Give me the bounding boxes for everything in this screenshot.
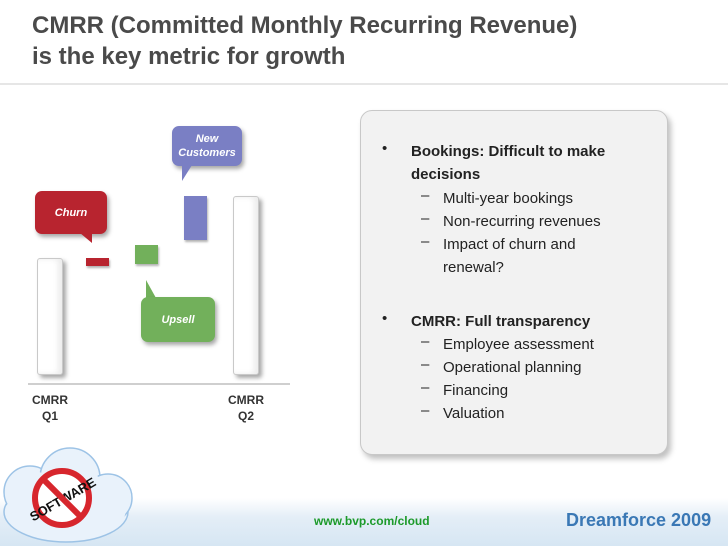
title-divider xyxy=(0,83,728,85)
bullet-2-marker: • xyxy=(382,310,388,327)
bullet-2-heading: CMRR: Full transparency xyxy=(411,313,591,330)
churn-label: Churn xyxy=(54,206,88,219)
sub-item-impact-of-churn: Impact of churn and xyxy=(443,236,576,253)
sub-2-4-dash: – xyxy=(421,402,430,419)
cmrr-q2-label-line-2: Q2 xyxy=(237,409,254,423)
sub-item-valuation: Valuation xyxy=(443,405,505,422)
cmrr-q1-label: CMRR Q1 xyxy=(28,392,72,424)
sub-item-impact-of-churn-continuation: renewal? xyxy=(443,259,504,276)
sub-1-3-dash: – xyxy=(421,233,430,250)
cmrr-q1-label-line-1: CMRR xyxy=(32,393,68,407)
slide-title-line-2: is the key metric for growth xyxy=(32,43,346,70)
cmrr-q2-bar xyxy=(233,196,259,375)
sub-1-1-dash: – xyxy=(421,187,430,204)
diagram-baseline xyxy=(28,383,290,385)
cmrr-q2-label-line-1: CMRR xyxy=(228,393,264,407)
cmrr-q1-bar xyxy=(37,258,63,375)
sub-item-multi-year-bookings: Multi-year bookings xyxy=(443,190,574,207)
no-software-icon: SOFTWARE xyxy=(27,468,99,528)
upsell-callout: Upsell xyxy=(141,297,215,342)
footer-url-link[interactable]: www.bvp.com/cloud xyxy=(314,514,430,528)
upsell-label: Upsell xyxy=(161,313,195,326)
dreamforce-brand: Dreamforce 2009 xyxy=(566,510,712,530)
new-customers-label-line-2: Customers xyxy=(178,147,236,159)
sub-item-employee-assessment: Employee assessment xyxy=(443,336,594,353)
sub-1-2-dash: – xyxy=(421,210,430,227)
sub-2-3-dash: – xyxy=(421,379,430,396)
churn-callout-tail xyxy=(80,233,92,243)
new-customers-callout: New Customers xyxy=(172,126,242,166)
upsell-block xyxy=(135,245,158,264)
sub-item-financing: Financing xyxy=(443,382,509,399)
bullet-1-heading-line-1: Bookings: Difficult to make xyxy=(411,143,606,160)
sub-item-operational-planning: Operational planning xyxy=(443,359,582,376)
churn-block xyxy=(86,258,109,266)
new-customers-callout-tail xyxy=(182,165,192,181)
bullet-1-heading: Bookings: Difficult to make decisions xyxy=(411,140,605,186)
churn-callout: Churn xyxy=(35,191,107,234)
slide-title-line-1: CMRR (Committed Monthly Recurring Revenu… xyxy=(32,12,578,39)
sub-2-2-dash: – xyxy=(421,356,430,373)
new-customers-label-line-1: New xyxy=(195,133,219,145)
slide-title: CMRR (Committed Monthly Recurring Revenu… xyxy=(32,10,712,72)
sub-2-1-dash: – xyxy=(421,333,430,350)
cmrr-q1-label-line-2: Q1 xyxy=(41,409,58,423)
upsell-callout-tail xyxy=(146,280,156,298)
bullet-panel xyxy=(360,110,668,455)
cmrr-q2-label: CMRR Q2 xyxy=(224,392,268,424)
sub-item-non-recurring-revenues: Non-recurring revenues xyxy=(443,213,601,230)
no-software-cloud-logo: SOFTWARE xyxy=(3,447,133,543)
bullet-1-marker: • xyxy=(382,140,388,157)
bullet-1-heading-line-2: decisions xyxy=(411,166,481,183)
new-customers-block xyxy=(184,196,207,240)
